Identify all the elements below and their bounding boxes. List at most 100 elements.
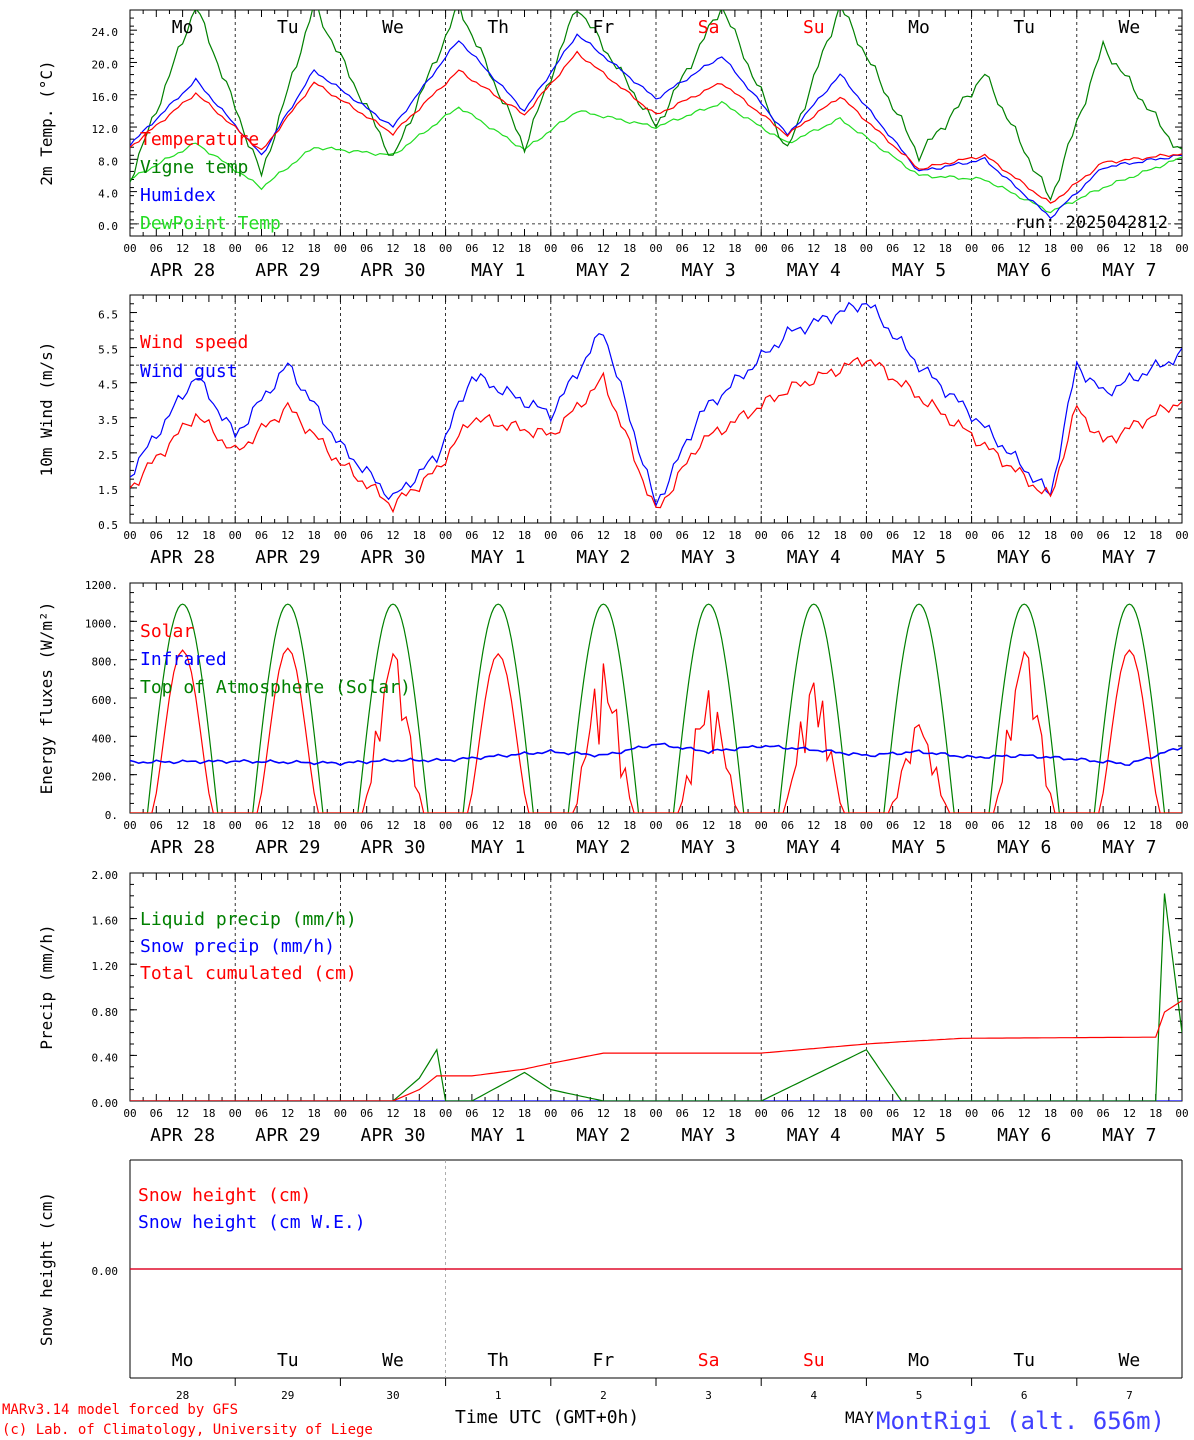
hour-tick-label: 18 (728, 1107, 741, 1120)
y-tick-label: 200. (92, 771, 119, 784)
hour-tick-label: 06 (1096, 819, 1109, 832)
series-group (130, 603, 1182, 813)
day-of-week-label: Mo (908, 17, 930, 38)
hour-tick-label: 18 (307, 242, 320, 255)
hour-tick-label: 12 (702, 529, 715, 542)
hour-tick-label: 18 (307, 819, 320, 832)
hour-tick-label: 06 (360, 1107, 373, 1120)
panel-temp: 00 06 12 18 00 06 12 18 00 06 12 18 00 06 12 18 00 06 12 18… (37, 9, 1189, 281)
hour-tick-label: 06 (1096, 242, 1109, 255)
y-tick-label: 20.0 (92, 58, 119, 71)
day-of-week-label: Tu (277, 1350, 299, 1371)
hour-tick-label: 00 (965, 819, 978, 832)
hour-tick-label: 18 (518, 242, 531, 255)
hour-tick-label: 06 (360, 529, 373, 542)
hour-tick-label: 00 (649, 242, 662, 255)
day-of-week-label: Sa (698, 1350, 720, 1371)
hour-tick-label: 06 (360, 242, 373, 255)
hour-tick-label: 06 (570, 1107, 583, 1120)
legend-entry: Vigne temp (140, 157, 248, 178)
date-label: APR 28 (150, 837, 215, 858)
hour-tick-label: 06 (676, 1107, 689, 1120)
hour-tick-label: 18 (623, 529, 636, 542)
hour-tick-label: 06 (781, 819, 794, 832)
legend-entry: Infrared (140, 649, 227, 670)
day-of-week-label: Mo (172, 17, 194, 38)
hour-tick-label: 06 (886, 529, 899, 542)
hour-tick-label: 00 (965, 529, 978, 542)
panel-precip: 00 06 12 18 00 06 12 18 00 06 12 18 00 06 12 18 00 06 12 18… (37, 869, 1189, 1146)
date-label: APR 29 (255, 837, 320, 858)
y-tick-label: 600. (92, 694, 119, 707)
hour-tick-label: 18 (833, 242, 846, 255)
hour-tick-label: 12 (386, 529, 399, 542)
hour-tick-label: 06 (255, 242, 268, 255)
hour-tick-label: 12 (597, 819, 610, 832)
hour-tick-label: 06 (1096, 1107, 1109, 1120)
day-of-week-label: We (1119, 17, 1141, 38)
series-line-wind-speed (130, 356, 1182, 514)
series-group (130, 301, 1182, 514)
hour-tick-label: 18 (413, 1107, 426, 1120)
y-tick-label: 1000. (85, 617, 118, 630)
hour-tick-label: 18 (202, 242, 215, 255)
x-axis-label: Time UTC (GMT+0h) (455, 1407, 639, 1428)
y-tick-label: 2.00 (92, 869, 119, 882)
hour-tick-label: 06 (886, 242, 899, 255)
hour-tick-label: 18 (307, 529, 320, 542)
hour-tick-label: 00 (860, 242, 873, 255)
hour-tick-label: 12 (492, 1107, 505, 1120)
hour-tick-label: 00 (649, 1107, 662, 1120)
y-axis-label: Energy fluxes (W/m²) (37, 602, 56, 795)
day-number-label: 5 (916, 1389, 923, 1402)
hour-tick-label: 06 (676, 819, 689, 832)
hour-tick-label: 00 (439, 1107, 452, 1120)
y-tick-label: 0.5 (98, 519, 118, 532)
hour-tick-label: 06 (150, 529, 163, 542)
series-line-humidex (130, 33, 1182, 220)
legend-entry: Top of Atmosphere (Solar) (140, 677, 411, 698)
y-tick-label: 4.5 (98, 379, 118, 392)
hour-tick-label: 00 (439, 529, 452, 542)
hour-tick-label: 18 (728, 242, 741, 255)
hour-tick-label: 18 (1149, 242, 1162, 255)
date-label: MAY 6 (997, 837, 1051, 858)
legend-entry: Snow height (cm W.E.) (138, 1212, 366, 1233)
hour-tick-label: 06 (465, 529, 478, 542)
legend-entry: Temperature (140, 129, 259, 150)
day-number-label: 2 (600, 1389, 607, 1402)
hour-tick-label: 06 (150, 819, 163, 832)
legend-entry: Total cumulated (cm) (140, 963, 357, 984)
date-label: MAY 2 (576, 837, 630, 858)
day-of-week-label: Fr (593, 17, 615, 38)
hour-tick-label: 12 (912, 1107, 925, 1120)
hour-tick-label: 12 (1018, 819, 1031, 832)
date-label: MAY 4 (787, 260, 841, 281)
hour-tick-label: 00 (1070, 242, 1083, 255)
hour-tick-label: 12 (807, 529, 820, 542)
hour-tick-label: 12 (912, 242, 925, 255)
hour-tick-label: 12 (1018, 242, 1031, 255)
series-line-dewpoint-temp (130, 100, 1182, 214)
hour-tick-label: 00 (860, 1107, 873, 1120)
date-label: MAY 7 (1102, 1125, 1156, 1146)
hour-tick-label: 00 (1175, 529, 1188, 542)
panel-energy: 00 06 12 18 00 06 12 18 00 06 12 18 00 06 12 18 00 06 12 18… (37, 579, 1189, 858)
hour-tick-label: 06 (676, 529, 689, 542)
hour-tick-label: 12 (492, 529, 505, 542)
hour-tick-label: 12 (176, 819, 189, 832)
y-tick-label: 3.5 (98, 414, 118, 427)
hour-tick-label: 00 (1070, 819, 1083, 832)
station-label: MontRigi (alt. 656m) (876, 1407, 1165, 1435)
date-label: MAY 6 (997, 260, 1051, 281)
hour-tick-label: 06 (255, 529, 268, 542)
hour-tick-label: 06 (570, 529, 583, 542)
hour-tick-label: 00 (334, 242, 347, 255)
day-of-week-label: Mo (908, 1350, 930, 1371)
hour-tick-label: 00 (123, 529, 136, 542)
hour-tick-label: 00 (229, 1107, 242, 1120)
hour-tick-label: 06 (570, 242, 583, 255)
hour-tick-label: 18 (307, 1107, 320, 1120)
hour-tick-label: 18 (1149, 1107, 1162, 1120)
